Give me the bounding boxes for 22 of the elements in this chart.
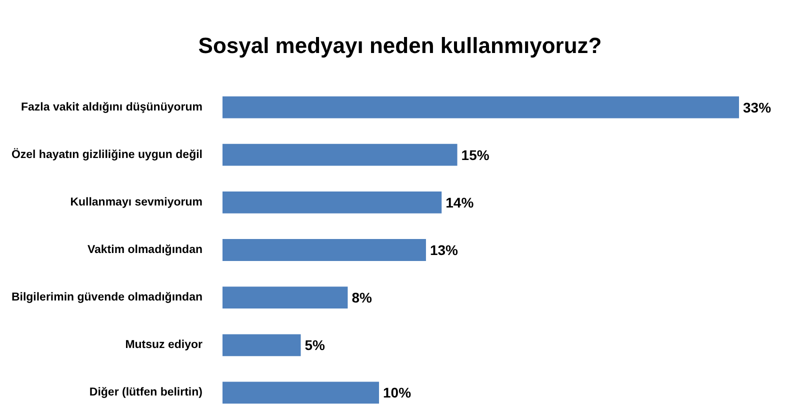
y-tick-label: Bilgilerimin güvende olmadığından [11, 292, 203, 304]
y-tick-label: Mutsuz ediyor [125, 339, 204, 352]
bar [222, 286, 348, 309]
bar [222, 239, 426, 261]
y-tick-label: Diğer (lütfen belirtin) [89, 386, 203, 399]
chart-title: Sosyal medyayı neden kullanmıyoruz? [198, 32, 602, 60]
data-label: 5% [304, 337, 326, 354]
bar [222, 96, 740, 118]
bar [222, 334, 301, 356]
y-tick-label: Özel hayatın gizliliğine uygun değil [11, 148, 203, 161]
y-tick-label: Kullanmayı sevmiyorum [70, 196, 203, 208]
y-tick-label: Vaktim olmadığından [87, 244, 203, 256]
data-label: 13% [430, 242, 459, 258]
bar [222, 144, 458, 166]
y-tick-label: Fazla vakit aldığını düşünüyorum [21, 101, 203, 114]
data-label: 33% [743, 99, 772, 116]
data-label: 14% [446, 194, 474, 210]
bar [222, 382, 380, 404]
data-label: 8% [352, 290, 372, 306]
data-label: 15% [461, 146, 490, 163]
bar [222, 191, 442, 214]
data-label: 10% [383, 384, 412, 401]
